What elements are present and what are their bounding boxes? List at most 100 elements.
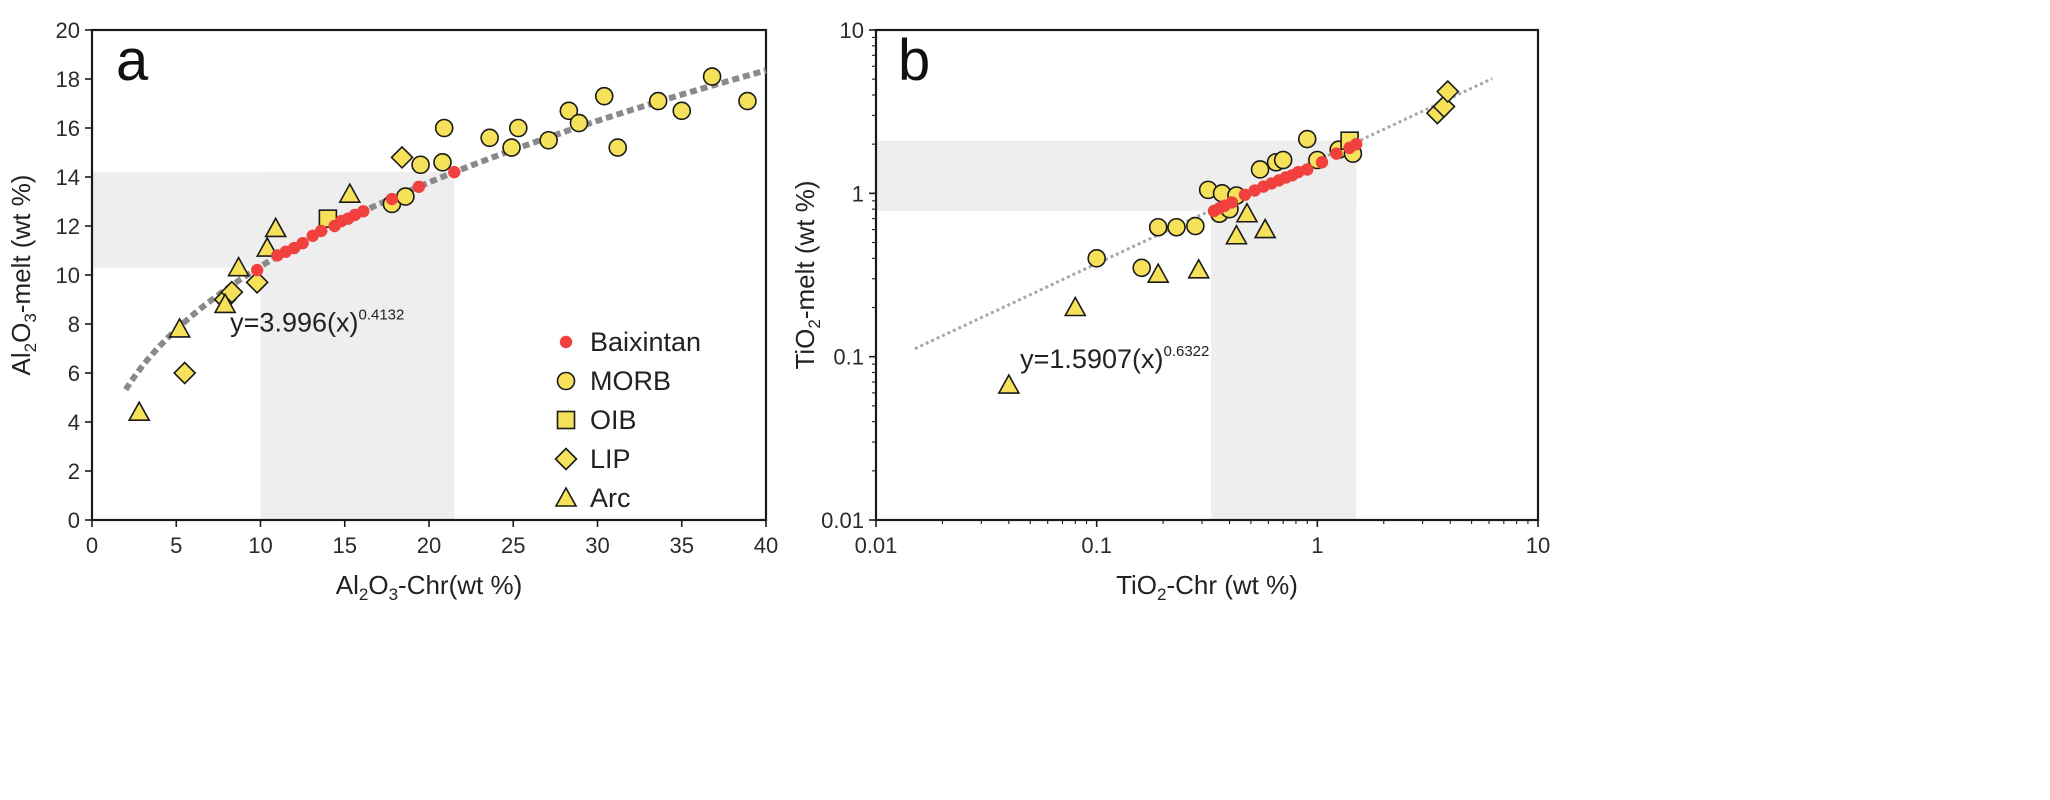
arc-point <box>1253 217 1277 239</box>
arc-point <box>1063 295 1087 317</box>
y-tick-label: 20 <box>56 18 80 43</box>
subscript: 2 <box>1157 585 1166 604</box>
baixintan-point <box>314 224 328 238</box>
morb-point <box>556 371 576 391</box>
legend-label: OIB <box>590 405 637 435</box>
legend: Baixintan MORB OIB LIP Arc <box>554 327 701 513</box>
y-tick-label: 16 <box>56 116 80 141</box>
arc-point <box>997 373 1021 394</box>
morb-point <box>1297 129 1317 149</box>
label-part: -Chr (wt %) <box>1166 570 1297 600</box>
baixintan-point <box>412 180 426 193</box>
morb-point <box>1087 249 1106 268</box>
label-part: O <box>368 570 388 600</box>
baixintan-series <box>1207 137 1363 218</box>
y-tick-label: 0.1 <box>833 345 864 370</box>
morb-point <box>1273 150 1293 170</box>
arc-series <box>127 182 362 422</box>
morb-point <box>1132 258 1152 278</box>
baixintan-point <box>357 205 370 218</box>
x-tick-label: 0 <box>86 533 98 558</box>
lip-point <box>173 361 197 385</box>
morb-point <box>594 86 614 106</box>
morb-point <box>433 153 452 172</box>
morb-point <box>1250 160 1270 179</box>
morb-point <box>1148 217 1168 237</box>
morb-point <box>434 118 454 138</box>
shaded-range <box>260 172 455 520</box>
x-tick-label: 20 <box>417 533 441 558</box>
label-part: TiO <box>790 329 820 370</box>
fit-line <box>914 77 1493 351</box>
y-tick-label: 0 <box>68 508 80 533</box>
y-tick-label: 8 <box>68 312 80 337</box>
arc-series <box>997 202 1277 394</box>
lip-point <box>390 145 414 170</box>
arc-point <box>227 256 250 277</box>
baixintan-point <box>1315 156 1329 169</box>
label-part: O <box>6 323 36 343</box>
y-tick-label: 4 <box>68 410 80 435</box>
y-tick-label: 12 <box>56 214 80 239</box>
y-tick-label: 10 <box>840 18 864 43</box>
y-tick-label: 10 <box>56 263 80 288</box>
morb-point <box>738 91 757 111</box>
superscript: 0.6322 <box>1163 343 1209 360</box>
lip-point <box>554 447 578 471</box>
morb-point <box>1167 217 1186 237</box>
panel-a-chart: 0 5 10 15 20 25 30 35 4002468101214161820Al2O3-C… <box>6 18 778 604</box>
arc-point <box>255 236 279 257</box>
y-axis-title: TiO2-melt (wt %) <box>790 180 824 369</box>
legend-label: Arc <box>590 483 631 513</box>
label-part: TiO <box>1116 570 1157 600</box>
baixintan-point <box>559 335 573 349</box>
subscript: 2 <box>359 585 368 604</box>
morb-point <box>411 155 430 175</box>
baixintan-series <box>250 165 461 277</box>
oib-point <box>556 410 576 430</box>
x-tick-label: 30 <box>585 533 609 558</box>
label-part: y=3.996(x) <box>230 307 358 337</box>
x-tick-label: 25 <box>501 533 525 558</box>
x-axis-title: TiO2-Chr (wt %) <box>1116 570 1298 604</box>
arc-point <box>127 400 151 422</box>
subscript: 3 <box>21 313 40 322</box>
y-tick-label: 14 <box>56 165 80 190</box>
baixintan-point <box>1330 147 1343 160</box>
morb-point <box>480 128 499 148</box>
x-axis-title: Al2O3-Chr(wt %) <box>336 570 523 604</box>
arc-point <box>264 216 288 238</box>
lip-point <box>245 270 269 294</box>
x-tick-label: 10 <box>248 533 272 558</box>
x-tick-label: 0.01 <box>855 533 898 558</box>
arc-point <box>1187 258 1211 279</box>
legend-label: LIP <box>590 444 631 474</box>
y-axis-title: Al2O3-melt (wt %) <box>6 175 40 376</box>
morb-point <box>1186 216 1205 236</box>
baixintan-point <box>1225 196 1239 209</box>
morb-point <box>539 130 558 150</box>
label-part: -melt (wt %) <box>6 175 36 314</box>
baixintan-point <box>448 165 461 179</box>
x-tick-label: 40 <box>754 533 778 558</box>
legend-label: MORB <box>590 366 671 396</box>
baixintan-point <box>250 263 264 277</box>
lip-series <box>1425 79 1460 125</box>
arc-point <box>213 292 237 314</box>
y-tick-label: 1 <box>852 181 864 206</box>
x-tick-label: 0.1 <box>1081 533 1112 558</box>
arc-point <box>554 486 578 507</box>
arc-point <box>1225 224 1248 245</box>
arc-point <box>1146 262 1170 283</box>
morb-point <box>672 101 692 121</box>
label-part: -Chr(wt %) <box>398 570 522 600</box>
x-tick-label: 10 <box>1526 533 1550 558</box>
morb-point <box>396 187 415 206</box>
baixintan-point <box>1349 137 1363 151</box>
y-tick-label: 18 <box>56 67 80 92</box>
morb-point <box>559 101 579 121</box>
plot-frame <box>874 28 1540 522</box>
morb-point <box>569 113 589 133</box>
